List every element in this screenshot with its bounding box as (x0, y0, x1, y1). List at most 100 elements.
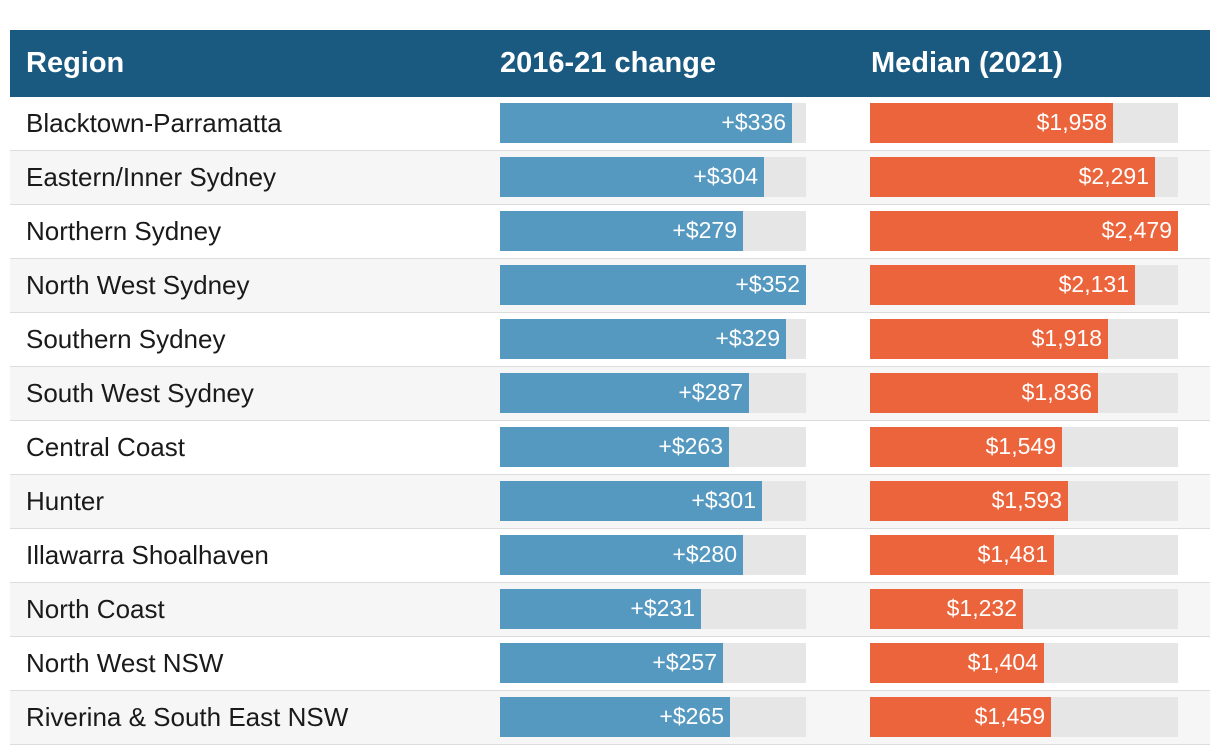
median-bar: $1,918 (870, 319, 1108, 359)
change-bar: +$352 (500, 265, 806, 305)
median-value-label: $1,232 (946, 595, 1017, 621)
region-label: Northern Sydney (26, 216, 222, 246)
change-value-label: +$265 (659, 703, 724, 729)
header-change: 2016-21 change (500, 47, 717, 79)
change-bar-track: +$287 (500, 373, 806, 413)
change-bar: +$287 (500, 373, 749, 413)
change-bar-track: +$352 (500, 265, 806, 305)
table-row: North Coast +$231 $1,232 (10, 583, 1210, 637)
table-row: Riverina & South East NSW +$265 $1,459 (10, 691, 1210, 745)
change-value-label: +$231 (630, 595, 695, 621)
change-bar-track: +$257 (500, 643, 806, 683)
median-bar-track: $2,291 (870, 157, 1178, 197)
change-value-label: +$329 (715, 325, 780, 351)
header-median: Median (2021) (871, 47, 1063, 79)
change-bar-track: +$280 (500, 535, 806, 575)
table-row: Central Coast +$263 $1,549 (10, 421, 1210, 475)
median-bar: $1,958 (870, 103, 1113, 143)
table-row: Hunter +$301 $1,593 (10, 475, 1210, 529)
change-bar: +$280 (500, 535, 743, 575)
change-value-label: +$280 (672, 541, 737, 567)
region-label: Blacktown-Parramatta (26, 108, 282, 138)
median-value-label: $2,479 (1101, 217, 1172, 243)
median-bar-track: $1,404 (870, 643, 1178, 683)
table-row: Southern Sydney +$329 $1,918 (10, 313, 1210, 367)
median-value-label: $1,549 (985, 433, 1056, 459)
table-row: Illawarra Shoalhaven +$280 $1,481 (10, 529, 1210, 583)
change-bar: +$231 (500, 589, 701, 629)
table-header: Region 2016-21 change Median (2021) (10, 30, 1210, 97)
change-value-label: +$263 (658, 433, 723, 459)
table-row: Eastern/Inner Sydney +$304 $2,291 (10, 151, 1210, 205)
change-bar: +$336 (500, 103, 792, 143)
change-bar: +$265 (500, 697, 730, 737)
change-value-label: +$352 (735, 271, 800, 297)
median-bar-track: $1,481 (870, 535, 1178, 575)
region-table: Region 2016-21 change Median (2021) Blac… (10, 30, 1210, 745)
median-bar-track: $1,918 (870, 319, 1178, 359)
change-bar: +$301 (500, 481, 762, 521)
region-label: North West Sydney (26, 270, 250, 300)
median-bar: $1,836 (870, 373, 1098, 413)
median-bar-track: $1,958 (870, 103, 1178, 143)
median-bar-track: $1,459 (870, 697, 1178, 737)
median-bar: $1,549 (870, 427, 1062, 467)
change-value-label: +$336 (721, 109, 786, 135)
median-bar-track: $1,836 (870, 373, 1178, 413)
change-bar: +$257 (500, 643, 723, 683)
change-bar: +$304 (500, 157, 764, 197)
median-value-label: $1,958 (1036, 109, 1107, 135)
median-bar: $1,232 (870, 589, 1023, 629)
median-bar: $1,593 (870, 481, 1068, 521)
median-bar: $1,404 (870, 643, 1044, 683)
median-bar: $1,459 (870, 697, 1051, 737)
median-value-label: $2,131 (1058, 271, 1129, 297)
median-value-label: $2,291 (1078, 163, 1149, 189)
change-bar-track: +$329 (500, 319, 806, 359)
median-value-label: $1,404 (967, 649, 1038, 675)
header-region: Region (26, 47, 125, 79)
region-label: Riverina & South East NSW (26, 702, 349, 732)
median-bar-track: $2,131 (870, 265, 1178, 305)
median-bar: $2,291 (870, 157, 1155, 197)
median-value-label: $1,459 (974, 703, 1045, 729)
change-bar: +$329 (500, 319, 786, 359)
change-bar-track: +$265 (500, 697, 806, 737)
median-bar-track: $1,593 (870, 481, 1178, 521)
change-bar-track: +$336 (500, 103, 806, 143)
region-label: Illawarra Shoalhaven (26, 540, 269, 570)
table-row: Northern Sydney +$279 $2,479 (10, 205, 1210, 259)
median-bar-track: $2,479 (870, 211, 1178, 251)
table-row: North West Sydney +$352 $2,131 (10, 259, 1210, 313)
table-row: South West Sydney +$287 $1,836 (10, 367, 1210, 421)
table-row: Blacktown-Parramatta +$336 $1,958 (10, 97, 1210, 151)
change-value-label: +$304 (693, 163, 758, 189)
change-value-label: +$301 (691, 487, 756, 513)
region-label: North West NSW (26, 648, 224, 678)
median-bar-track: $1,549 (870, 427, 1178, 467)
median-bar-track: $1,232 (870, 589, 1178, 629)
table-row: North West NSW +$257 $1,404 (10, 637, 1210, 691)
change-bar: +$263 (500, 427, 729, 467)
change-value-label: +$279 (672, 217, 737, 243)
change-bar: +$279 (500, 211, 743, 251)
change-bar-track: +$263 (500, 427, 806, 467)
change-bar-track: +$301 (500, 481, 806, 521)
median-bar: $2,131 (870, 265, 1135, 305)
median-bar: $2,479 (870, 211, 1178, 251)
region-label: Southern Sydney (26, 324, 226, 354)
change-value-label: +$257 (652, 649, 717, 675)
region-label: Eastern/Inner Sydney (26, 162, 277, 192)
region-label: Central Coast (26, 432, 185, 462)
change-bar-track: +$231 (500, 589, 806, 629)
change-bar-track: +$279 (500, 211, 806, 251)
median-value-label: $1,836 (1021, 379, 1092, 405)
table-body: Blacktown-Parramatta +$336 $1,958 Eastern/I… (10, 97, 1210, 745)
median-value-label: $1,918 (1031, 325, 1102, 351)
region-label: Hunter (26, 486, 105, 516)
region-label: North Coast (26, 594, 165, 624)
median-value-label: $1,593 (991, 487, 1062, 513)
change-value-label: +$287 (678, 379, 743, 405)
median-value-label: $1,481 (977, 541, 1048, 567)
median-bar: $1,481 (870, 535, 1054, 575)
